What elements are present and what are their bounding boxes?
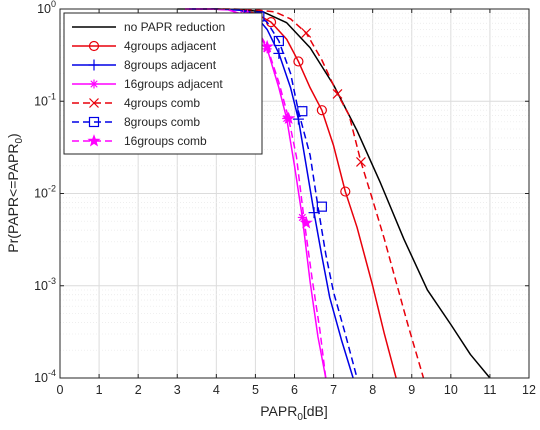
x-tick-label: 10 (444, 383, 458, 397)
legend-marker-8groups-comb (88, 116, 100, 128)
series-marker-16groups-comb (260, 39, 274, 53)
series-line-no-papr-reduction (177, 8, 491, 379)
series-marker-8groups-adjacent (273, 47, 285, 59)
legend-label-4groups-adjacent: 4groups adjacent (124, 39, 217, 53)
x-tick-label: 6 (291, 383, 298, 397)
legend-label-no-papr-reduction: no PAPR reduction (124, 20, 225, 34)
legend-label-4groups-comb: 4groups comb (124, 96, 200, 110)
x-tick-label: 0 (57, 383, 64, 397)
x-tick-label: 3 (174, 383, 181, 397)
legend-marker-16groups-comb (87, 134, 101, 147)
y-tick-label: 10-4 (34, 368, 56, 385)
series-marker-4groups-adjacent (340, 186, 351, 197)
x-tick-label: 1 (96, 383, 103, 397)
series-marker-4groups-comb (332, 89, 343, 99)
series-marker-4groups-comb (301, 28, 312, 38)
x-tick-label: 5 (252, 383, 259, 397)
series-marker-8groups-comb (297, 106, 308, 117)
series-marker-8groups-comb (273, 35, 284, 47)
x-tick-label: 8 (369, 383, 376, 397)
grid (60, 9, 529, 378)
series-marker-4groups-adjacent (293, 56, 304, 67)
series-line-8groups-adjacent (188, 8, 354, 379)
x-axis-label: PAPR0[dB] (260, 403, 328, 423)
legend-label-16groups-adjacent: 16groups adjacent (124, 77, 223, 91)
y-tick-label: 100 (37, 0, 56, 16)
x-tick-label: 11 (483, 383, 496, 397)
series-marker-8groups-adjacent (308, 207, 320, 219)
series-marker-4groups-adjacent (316, 105, 327, 116)
y-tick-label: 10-3 (34, 276, 56, 293)
series-marker-16groups-comb (299, 216, 313, 229)
series-marker-8groups-comb (316, 201, 327, 212)
plot-series (177, 8, 491, 379)
y-tick-label: 10-1 (34, 91, 56, 108)
y-tick-label: 10-2 (34, 184, 56, 201)
y-axis-label: Pr(PAPR<=PAPR0) (5, 133, 25, 252)
series-marker-16groups-comb (282, 111, 296, 125)
series-marker-4groups-comb (356, 156, 366, 167)
legend: no PAPR reduction 4groups adjacent 8groups… (63, 12, 263, 155)
series-line-16groups-comb (185, 8, 327, 379)
legend-marker-4groups-comb (89, 98, 99, 108)
x-tick-label: 2 (135, 383, 142, 397)
legend-marker-8groups-adjacent (88, 59, 100, 71)
legend-label-8groups-adjacent: 8groups adjacent (124, 58, 217, 72)
legend-marker-16groups-adjacent (89, 79, 99, 89)
legend-label-8groups-comb: 8groups comb (124, 115, 200, 129)
series-line-8groups-comb (188, 8, 358, 379)
x-tick-label: 7 (330, 383, 337, 397)
x-tick-label: 4 (213, 383, 220, 397)
legend-marker-4groups-adjacent (88, 40, 100, 52)
x-tick-label: 12 (522, 383, 536, 397)
x-tick-label: 9 (408, 383, 415, 397)
legend-label-16groups-comb: 16groups comb (124, 134, 207, 148)
